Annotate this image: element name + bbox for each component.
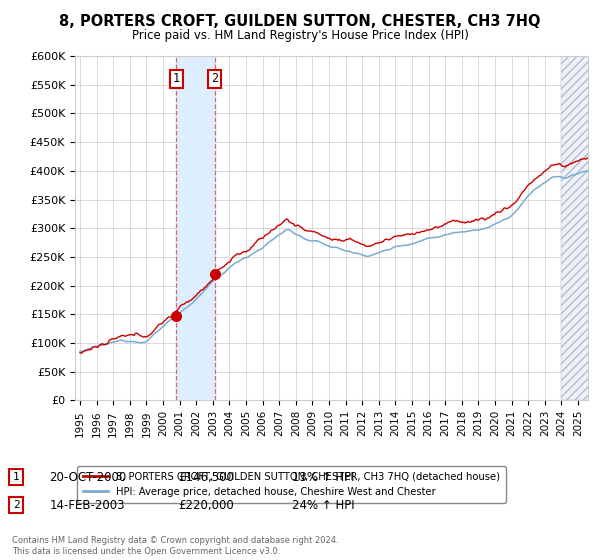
Bar — [562, 56, 590, 400]
Text: 2: 2 — [13, 500, 20, 510]
Text: 13% ↑ HPI: 13% ↑ HPI — [292, 470, 355, 484]
Text: 8, PORTERS CROFT, GUILDEN SUTTON, CHESTER, CH3 7HQ: 8, PORTERS CROFT, GUILDEN SUTTON, CHESTE… — [59, 14, 541, 29]
Bar — [176, 56, 215, 400]
Text: 14-FEB-2003: 14-FEB-2003 — [49, 498, 125, 512]
Text: 1: 1 — [13, 472, 20, 482]
Legend: 8, PORTERS CROFT, GUILDEN SUTTON, CHESTER, CH3 7HQ (detached house), HPI: Averag: 8, PORTERS CROFT, GUILDEN SUTTON, CHESTE… — [77, 466, 506, 503]
Text: £220,000: £220,000 — [178, 498, 234, 512]
Text: Contains HM Land Registry data © Crown copyright and database right 2024.
This d: Contains HM Land Registry data © Crown c… — [12, 536, 338, 556]
Text: £146,500: £146,500 — [178, 470, 234, 484]
Text: 2: 2 — [211, 72, 218, 86]
Text: 24% ↑ HPI: 24% ↑ HPI — [292, 498, 355, 512]
Bar — [562, 56, 590, 400]
Text: 1: 1 — [173, 72, 180, 86]
Text: 20-OCT-2000: 20-OCT-2000 — [49, 470, 127, 484]
Text: Price paid vs. HM Land Registry's House Price Index (HPI): Price paid vs. HM Land Registry's House … — [131, 29, 469, 42]
